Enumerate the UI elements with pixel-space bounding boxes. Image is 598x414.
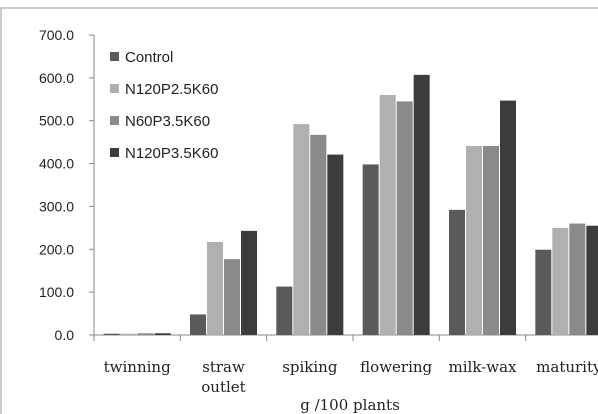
bar-n60p3.5k60 — [310, 134, 327, 335]
bar-n120p3.5k60 — [500, 100, 516, 335]
x-tick-label-line: outlet — [201, 378, 245, 396]
x-axis: twinning straw outlet spiking flowering milk-… — [93, 334, 598, 396]
x-tick-label: straw outlet — [201, 358, 245, 396]
bar-control — [535, 249, 552, 335]
bar-control — [449, 209, 465, 335]
bar-control — [362, 164, 379, 335]
bar-n120p3.5k60 — [241, 230, 257, 335]
y-tick-label: 200.0 — [39, 241, 74, 257]
y-axis: 0.0 100.0 200.0 300.0 400.0 500.0 600.0 700.0 — [39, 27, 95, 343]
legend-label: N120P2.5K60 — [125, 81, 218, 98]
bar-control — [276, 286, 293, 335]
x-tick-label-line: maturity — [536, 358, 598, 376]
bar-control — [103, 333, 120, 335]
bar-n60p3.5k60 — [224, 259, 240, 335]
bar-n120p3.5k60 — [154, 333, 171, 335]
y-tick-label: 300.0 — [39, 198, 74, 214]
y-tick-label: 0.0 — [55, 327, 75, 343]
bar-n120p2.5k60 — [552, 227, 569, 335]
bar-n120p3.5k60 — [413, 74, 430, 335]
bar-n60p3.5k60 — [396, 101, 413, 335]
bar-n120p2.5k60 — [120, 333, 137, 335]
legend-swatch — [110, 52, 119, 61]
y-tick-label: 400.0 — [39, 156, 74, 172]
x-tick-label: flowering — [360, 358, 432, 376]
bar-n120p3.5k60 — [327, 154, 344, 335]
x-tick-label: maturity — [536, 358, 598, 376]
legend-label: Control — [125, 49, 173, 66]
bar-n120p2.5k60 — [466, 146, 482, 335]
legend-swatch — [110, 84, 119, 93]
y-tick-label: 700.0 — [39, 27, 74, 43]
y-tick-label: 100.0 — [39, 284, 74, 300]
y-tick-label: 500.0 — [39, 113, 74, 129]
x-tick-label-line: spiking — [282, 358, 338, 376]
x-tick-label: spiking — [282, 358, 338, 376]
x-axis-label: g /100 plants — [300, 396, 400, 414]
bar-n60p3.5k60 — [483, 146, 499, 335]
bar-n120p2.5k60 — [207, 242, 223, 335]
x-tick-label-line: milk-wax — [449, 358, 517, 376]
y-tick-label: 600.0 — [39, 70, 74, 86]
bar-control — [190, 314, 206, 335]
bar-n120p2.5k60 — [293, 124, 310, 336]
x-tick-label-line: flowering — [360, 358, 432, 376]
legend-label: N120P3.5K60 — [125, 145, 218, 162]
legend-swatch — [110, 116, 119, 125]
legend: Control N120P2.5K60 N60P3.5K60 N120P3.5K60 — [110, 49, 218, 162]
bar-n60p3.5k60 — [137, 333, 154, 335]
bar-n120p3.5k60 — [586, 225, 598, 335]
x-tick-label: milk-wax — [449, 358, 517, 376]
bar-n60p3.5k60 — [569, 223, 586, 335]
x-tick-label-line: straw — [202, 358, 245, 376]
bar-n120p2.5k60 — [379, 95, 396, 335]
bars — [103, 74, 598, 336]
legend-swatch — [110, 148, 119, 157]
x-tick-label-line: twinning — [104, 358, 171, 376]
x-tick-label: twinning — [104, 358, 171, 376]
legend-label: N60P3.5K60 — [125, 113, 210, 130]
